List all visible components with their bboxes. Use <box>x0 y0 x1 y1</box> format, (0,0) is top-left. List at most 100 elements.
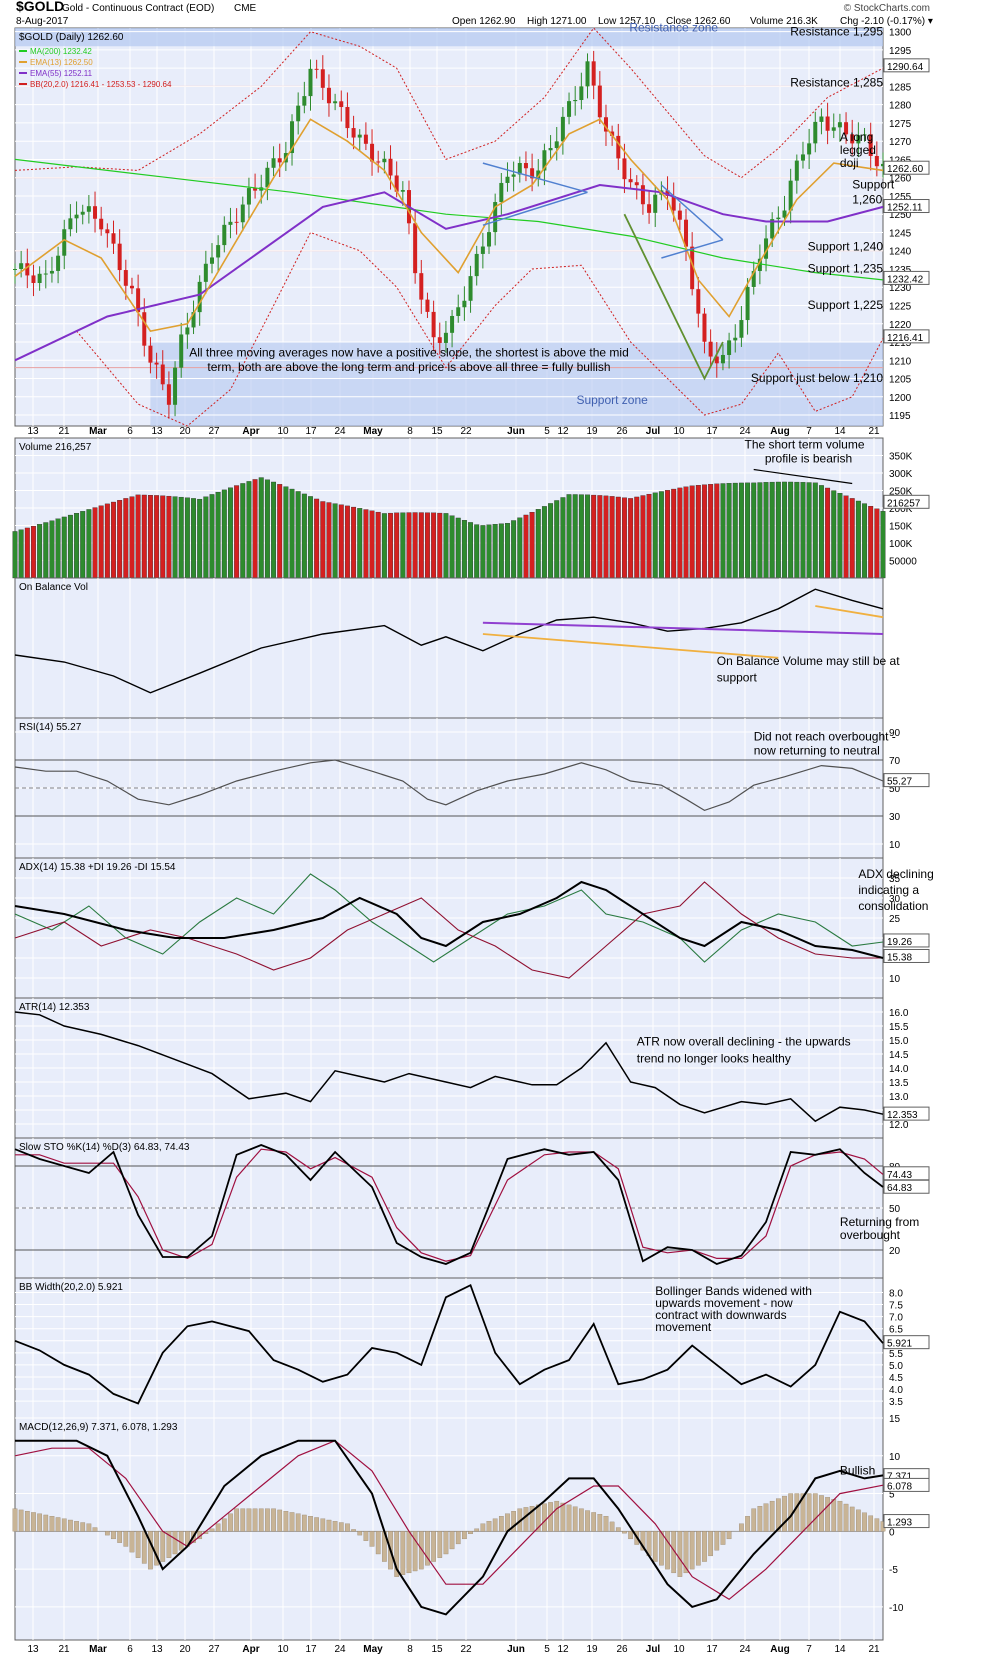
macd-histogram-bar <box>271 1508 276 1532</box>
candle-body <box>19 263 24 269</box>
volume-bar <box>123 498 129 579</box>
volume-bar <box>468 522 473 579</box>
volume-bar <box>252 479 258 579</box>
volume-bar <box>240 483 246 579</box>
volume-bar <box>228 487 233 579</box>
macd-histogram-bar <box>462 1531 467 1540</box>
y-tick-label: 1225 <box>889 302 912 313</box>
macd-histogram-bar <box>689 1531 695 1570</box>
y-tick-label: 14.5 <box>889 1050 909 1061</box>
candle-body <box>800 154 805 161</box>
macd-histogram-bar <box>31 1512 36 1532</box>
candle-body <box>597 85 602 118</box>
volume-bar <box>572 494 578 579</box>
candle-body <box>517 163 522 175</box>
volume-bar <box>708 484 714 579</box>
plus-di-line <box>14 873 884 963</box>
macd-histogram-bar <box>55 1517 61 1532</box>
x-tick-label: 14 <box>834 1644 846 1655</box>
volume-bar <box>523 514 529 579</box>
volume-bar <box>160 495 166 579</box>
macd-histogram-bar <box>154 1531 159 1566</box>
y-tick-label: 15.5 <box>889 1022 909 1033</box>
candle-body <box>246 188 251 205</box>
volume-bar <box>412 512 418 579</box>
candle-body <box>129 285 134 289</box>
y-tick-label: 50 <box>889 784 901 795</box>
macd-histogram-bar <box>542 1503 547 1532</box>
macd-histogram-bar <box>505 1513 510 1532</box>
panel-7: 3.54.04.55.05.56.06.57.07.58.0BB Width(2… <box>14 1277 930 1419</box>
macd-histogram-bar <box>874 1518 880 1532</box>
volume-bar <box>615 496 621 579</box>
volume-bar <box>172 496 178 579</box>
minus-di-line <box>14 881 883 979</box>
bb-upper-line <box>14 27 884 179</box>
y-tick-label: 25 <box>889 914 901 925</box>
x-tick-label: 21 <box>868 426 880 437</box>
y-tick-label: 1195 <box>889 411 911 422</box>
candle-body <box>388 158 393 176</box>
macd-histogram-bar <box>498 1516 504 1532</box>
macd-histogram-bar <box>129 1531 135 1553</box>
trend-line <box>482 162 588 194</box>
candle-body <box>487 232 492 247</box>
y-tick-label: 1240 <box>889 247 912 258</box>
y-tick-label: 10 <box>889 1452 901 1463</box>
y-tick-label: 1235 <box>889 265 912 276</box>
y-tick-label: 1275 <box>889 119 912 130</box>
candle-body <box>850 134 855 144</box>
y-tick-label: 4.5 <box>889 1373 903 1384</box>
candle-body <box>333 101 338 104</box>
candle-body <box>720 354 725 364</box>
macd-histogram-bar <box>363 1531 369 1541</box>
macd-histogram-bar <box>394 1531 400 1577</box>
volume-bar <box>43 522 49 579</box>
y-tick-label: 1205 <box>889 375 912 386</box>
annotation: Did not reach overbought - <box>754 729 896 743</box>
macd-histogram-bar <box>172 1531 178 1555</box>
volume-bar <box>425 512 430 579</box>
volume-bar <box>166 495 172 579</box>
candle-body <box>474 253 479 277</box>
macd-histogram-bar <box>837 1500 843 1532</box>
trend-line <box>482 191 588 226</box>
volume-bar <box>271 481 277 579</box>
y-tick-label: 150K <box>889 522 913 533</box>
macd-histogram-bar <box>406 1531 412 1574</box>
volume-bar <box>689 485 695 579</box>
candle-body <box>253 188 258 191</box>
y-tick-label: 1285 <box>889 82 912 93</box>
candle-body <box>62 229 67 256</box>
volume-bar <box>61 516 67 579</box>
candle-body <box>68 218 73 230</box>
panel-8: -10 -5 0 5 10 15 MACD(12,26,9) 7.371, 6.078, 1… <box>12 1414 930 1641</box>
x-tick-label: 24 <box>334 426 346 437</box>
panel-5: 12.012.513.013.514.014.515.015.516.0ATR(… <box>14 997 930 1139</box>
volume-bar <box>578 494 584 579</box>
candle-body <box>450 315 455 333</box>
candle-body <box>874 155 879 167</box>
volume-bar <box>431 512 437 579</box>
volume-bar <box>874 508 880 579</box>
volume-bar <box>695 485 701 579</box>
candle-body <box>25 263 30 276</box>
y-tick-label: 3.5 <box>889 1397 903 1408</box>
macd-histogram-bar <box>314 1517 319 1532</box>
candle-body <box>542 150 547 171</box>
x-tick-label: Jun <box>507 426 525 437</box>
macd-histogram-bar <box>640 1531 646 1551</box>
macd-histogram-bar <box>135 1531 141 1558</box>
candle-body <box>191 312 196 328</box>
macd-histogram-bar <box>178 1531 184 1551</box>
x-tick-label: Apr <box>242 426 259 437</box>
x-tick-label: 10 <box>673 426 685 437</box>
value-tag-label: 74.43 <box>887 1170 912 1181</box>
macd-histogram-bar <box>702 1531 707 1562</box>
macd-histogram-bar <box>357 1531 363 1536</box>
candle-body <box>831 127 836 131</box>
panel-title: $GOLD (Daily) 1262.60 <box>19 32 124 43</box>
panel-6: 205080Slow STO %K(14) %D(3) 64.83, 74.43… <box>14 1137 930 1279</box>
annotation: overbought <box>840 1228 901 1242</box>
y-tick-label: -5 <box>889 1565 898 1576</box>
